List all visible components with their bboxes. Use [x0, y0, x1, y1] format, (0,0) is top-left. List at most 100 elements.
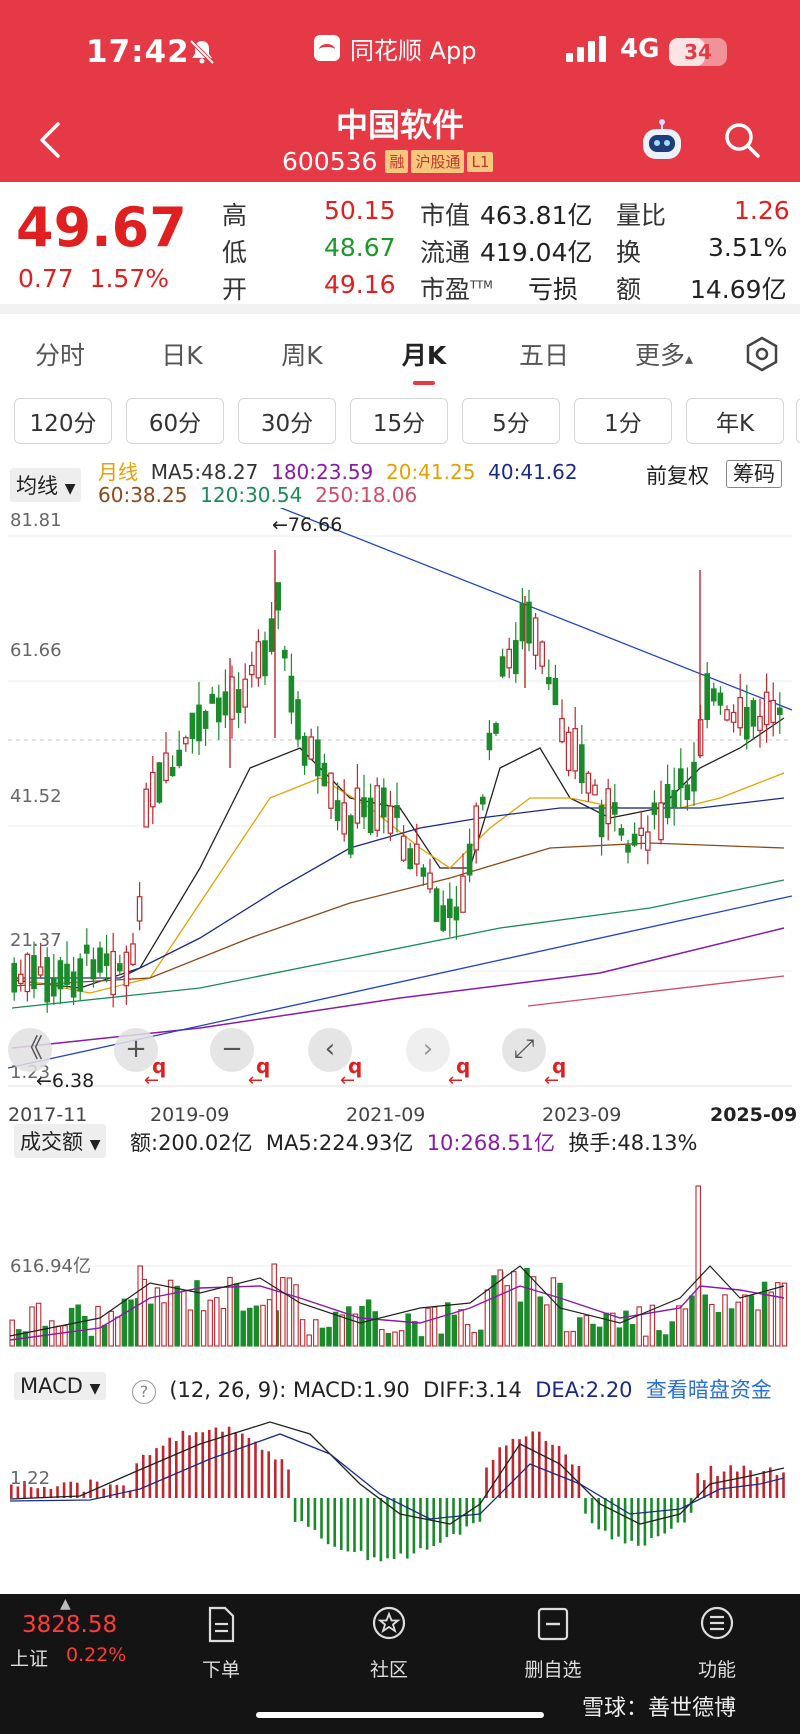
volume-bar-up: [649, 1304, 656, 1347]
candle-down: [90, 959, 97, 980]
volume-bar-down: [372, 1311, 378, 1347]
ma180-value: 180:23.59: [271, 460, 374, 484]
macd-diff-line: [9, 1421, 785, 1525]
interval-15min[interactable]: 15分: [350, 398, 448, 444]
candle-down: [631, 833, 638, 846]
candle-down: [776, 707, 783, 715]
event-arrow-4: ←: [448, 1070, 464, 1091]
fullscreen-button[interactable]: ⤢: [502, 1028, 546, 1072]
index-value[interactable]: 3828.58: [22, 1612, 118, 1638]
scroll-right-button[interactable]: ›: [406, 1028, 450, 1072]
nav-remove-watchlist[interactable]: 删自选: [508, 1606, 598, 1682]
macd-bar-positive: [49, 1488, 53, 1498]
candle-down: [295, 699, 301, 740]
kline-chart[interactable]: [0, 508, 800, 1088]
kline-y-label-2: 61.66: [10, 640, 62, 661]
tab-weekly-k[interactable]: 周K: [281, 341, 323, 370]
volume-info: 额:200.02亿 MA5:224.93亿 10:268.51亿 换手:48.1…: [130, 1127, 697, 1157]
volume-bar-down: [88, 1335, 95, 1347]
macd-bar-positive: [135, 1463, 138, 1498]
macd-bar-positive: [736, 1471, 739, 1498]
candle-down: [57, 960, 64, 990]
macd-dropdown[interactable]: MACD ▼: [14, 1372, 107, 1400]
interval-1min[interactable]: 1分: [574, 398, 672, 444]
event-marker-5[interactable]: q: [552, 1054, 567, 1078]
interval-overflow[interactable]: [796, 398, 800, 444]
interval-yearly-k[interactable]: 年K: [686, 398, 784, 444]
candle-down: [64, 963, 70, 985]
nav-community[interactable]: 社区: [344, 1606, 434, 1682]
macd-bar-negative: [406, 1498, 409, 1559]
pe-label: 市盈TTM: [420, 270, 493, 306]
macd-bar-positive: [538, 1431, 541, 1498]
ma-dropdown[interactable]: 均线 ▼: [10, 468, 82, 502]
volume-chart[interactable]: [0, 1158, 800, 1350]
ma20-value: 20:41.25: [385, 460, 476, 484]
volume-bar-down: [365, 1299, 372, 1347]
event-marker-2[interactable]: q: [256, 1054, 271, 1078]
tab-monthly-k[interactable]: 月K: [401, 341, 447, 370]
chips-button[interactable]: 筹码: [726, 458, 782, 488]
event-marker-4[interactable]: q: [456, 1054, 471, 1078]
tab-daily-k[interactable]: 日K: [161, 341, 203, 370]
help-icon[interactable]: ?: [132, 1380, 156, 1404]
back-arrow-icon[interactable]: [36, 120, 66, 160]
event-arrow-3: ←: [340, 1070, 356, 1091]
volume-bar-down: [524, 1267, 530, 1347]
interval-30min[interactable]: 30分: [238, 398, 336, 444]
macd-bar-negative: [663, 1498, 666, 1534]
candle-down: [116, 963, 123, 972]
interval-5min[interactable]: 5分: [462, 398, 560, 444]
event-marker-1[interactable]: q: [152, 1054, 167, 1078]
volume-bar-up: [722, 1294, 728, 1347]
candle-down: [262, 640, 268, 677]
dark-pool-link[interactable]: 查看暗盘资金: [645, 1378, 772, 1402]
tab-intraday[interactable]: 分时: [34, 341, 85, 370]
nav-functions[interactable]: 功能: [672, 1606, 762, 1682]
volume-bar-up: [431, 1306, 438, 1347]
collapse-button[interactable]: 《: [8, 1028, 52, 1072]
nav-order[interactable]: 下单: [176, 1606, 266, 1682]
tab-more[interactable]: 更多▴: [614, 336, 714, 372]
ma120-line: [11, 879, 785, 1009]
macd-bar-positive: [254, 1441, 257, 1498]
active-tab-indicator: [413, 381, 435, 385]
interval-120min[interactable]: 120分: [14, 398, 112, 444]
volume-bar-up: [220, 1307, 227, 1347]
volume-bar-down: [16, 1329, 22, 1347]
home-indicator[interactable]: [256, 1712, 544, 1718]
macd-bar-positive: [115, 1484, 119, 1498]
volume-bar-up: [471, 1331, 477, 1347]
scroll-left-button[interactable]: ‹: [308, 1028, 352, 1072]
volume-bar-up: [154, 1287, 161, 1347]
event-marker-3[interactable]: q: [348, 1054, 363, 1078]
adjust-mode[interactable]: 前复权: [646, 464, 709, 488]
interval-60min[interactable]: 60分: [126, 398, 224, 444]
ai-robot-icon[interactable]: [638, 116, 686, 164]
dropdown-caret-icon: ▼: [64, 481, 76, 497]
bottom-navigation: [0, 1594, 800, 1734]
zoom-in-button[interactable]: +: [114, 1028, 158, 1072]
search-icon[interactable]: [722, 120, 762, 160]
zoom-out-button[interactable]: −: [210, 1028, 254, 1072]
volume-spike: [137, 1265, 143, 1347]
volume-bar-up: [339, 1314, 345, 1347]
event-arrow-1: ←: [144, 1070, 160, 1091]
candle-up: [763, 691, 770, 726]
trendline-resistance: [279, 508, 793, 711]
macd-bar-negative: [346, 1498, 350, 1552]
volume-dropdown[interactable]: 成交额 ▼: [14, 1124, 107, 1158]
volume-bar-up: [781, 1282, 788, 1347]
volume-bar-up: [200, 1310, 207, 1347]
candle-up: [374, 785, 381, 831]
tab-five-day[interactable]: 五日: [518, 341, 569, 370]
settings-hexagon-icon[interactable]: [742, 334, 782, 374]
order-document-icon: [208, 1606, 235, 1643]
nav-functions-label: 功能: [697, 1659, 736, 1681]
macd-chart[interactable]: [0, 1404, 800, 1566]
macd-bar-negative: [670, 1498, 673, 1529]
macd-bar-positive: [485, 1467, 488, 1498]
volume-bar-up: [504, 1285, 510, 1347]
macd-bar-negative: [412, 1498, 416, 1554]
macd-bar-negative: [307, 1498, 310, 1527]
